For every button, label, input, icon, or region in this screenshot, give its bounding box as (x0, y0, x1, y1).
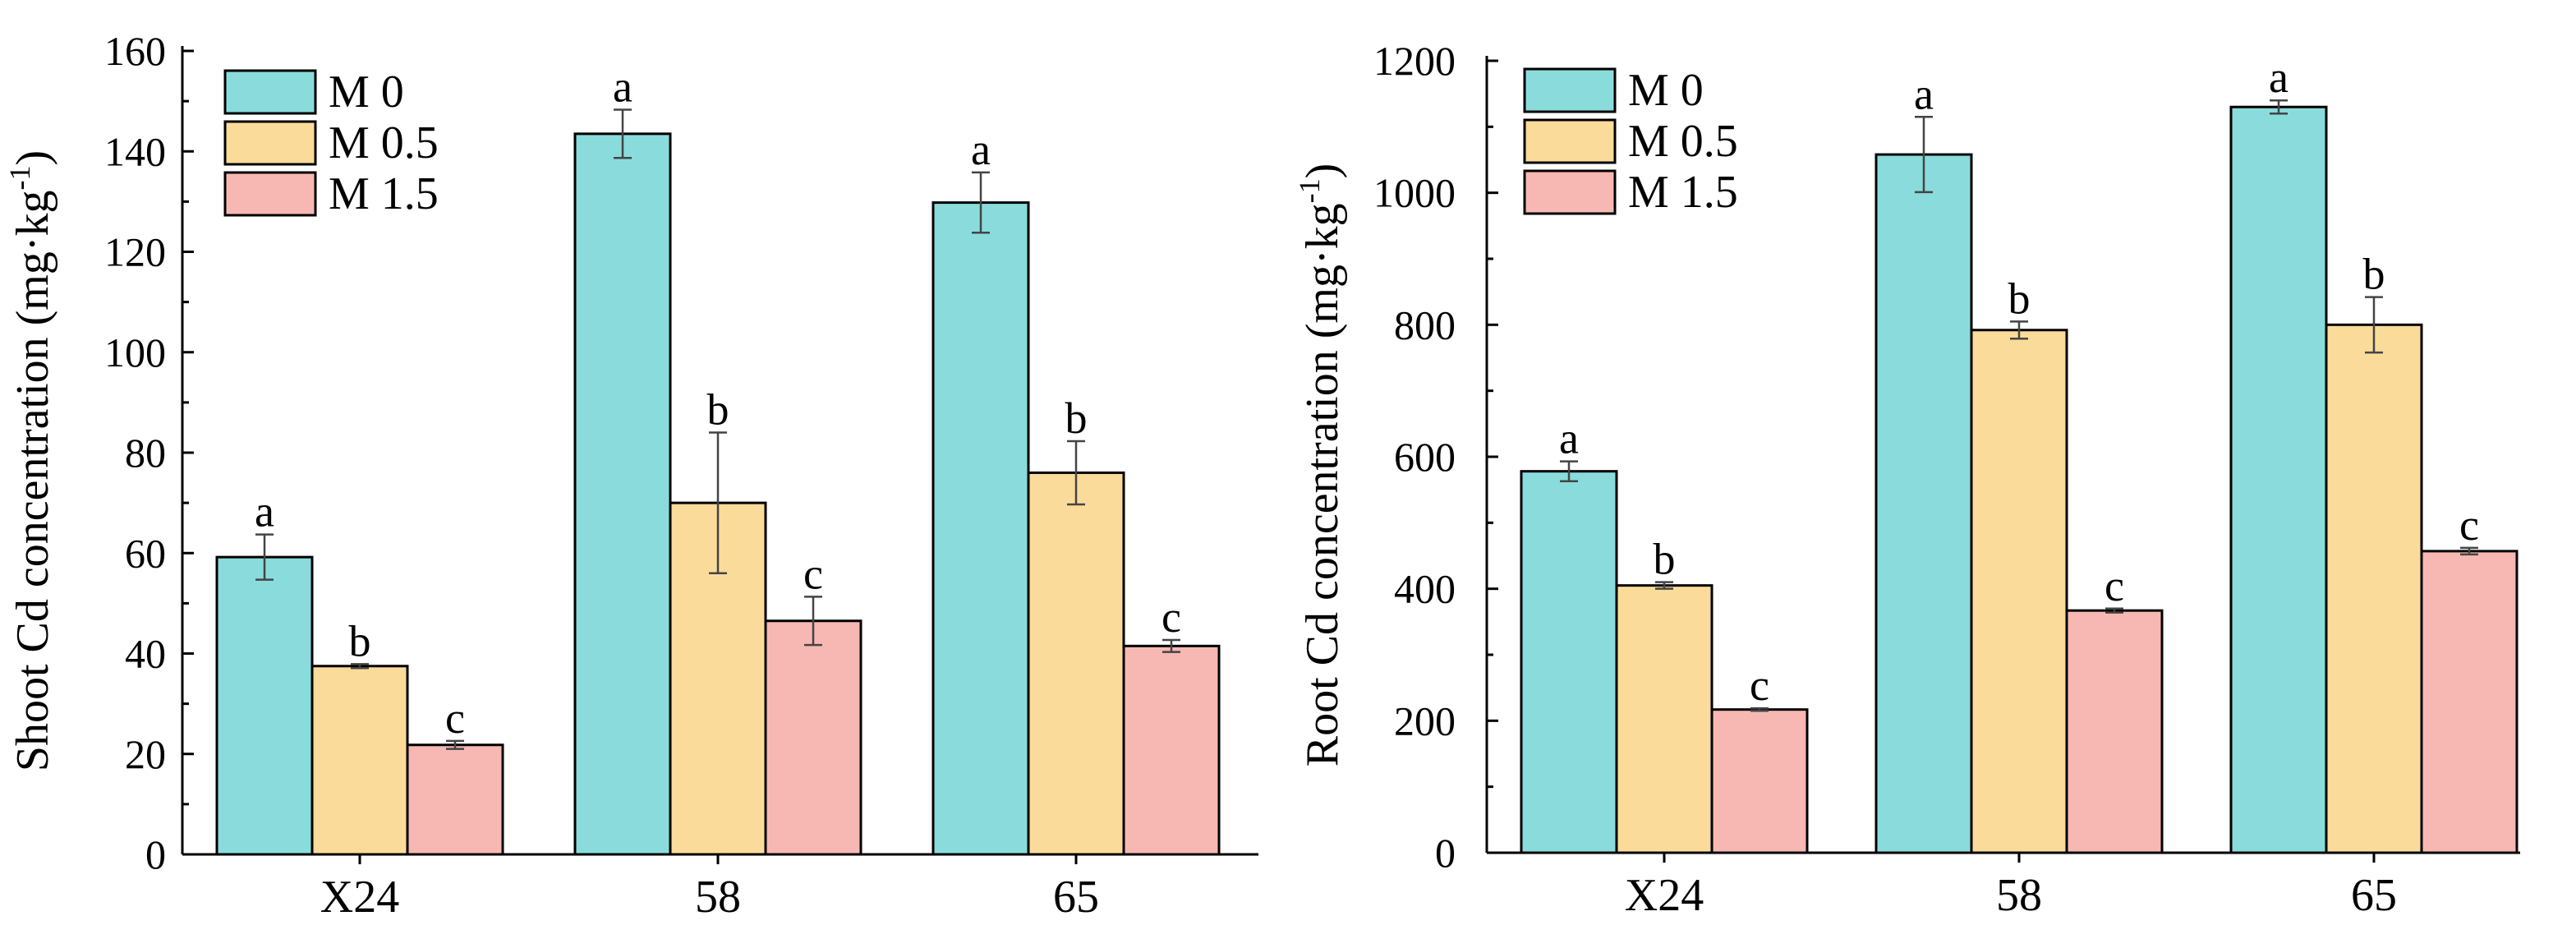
bar (1970, 329, 2068, 854)
significance-letter: a (1559, 414, 1579, 463)
legend-label: M 0 (329, 67, 404, 117)
significance-letter: b (349, 616, 371, 665)
significance-letter: c (803, 549, 823, 598)
y-tick-label: 100 (104, 329, 166, 375)
significance-letter: a (255, 487, 274, 536)
y-axis-label-close: ) (1297, 163, 1348, 179)
significance-letter: b (707, 385, 729, 435)
significance-letter: a (2269, 53, 2288, 102)
y-tick-label: 800 (1394, 301, 1456, 348)
y-axis-label-main: Root Cd concentration (mg·kg (1297, 203, 1348, 766)
significance-letter: a (613, 62, 632, 112)
bar (2420, 550, 2518, 854)
y-axis-label-close: ) (7, 150, 58, 166)
significance-letter: c (445, 693, 465, 743)
y-tick-label: 200 (1394, 697, 1456, 743)
legend-swatch (1523, 118, 1617, 164)
bar (1710, 708, 1809, 854)
significance-letter: c (1162, 592, 1181, 642)
bar (573, 132, 672, 856)
legend-label: M 1.5 (329, 168, 439, 219)
legend-swatch (1523, 67, 1617, 113)
bar (406, 743, 504, 856)
legend-label: M 1.5 (1628, 167, 1738, 218)
y-tick-label: 140 (104, 128, 166, 174)
y-axis-label: Shoot Cd concentration (mg·kg-1) (3, 150, 58, 771)
y-tick-label: 120 (104, 229, 166, 275)
x-tick-label: 65 (1053, 872, 1099, 923)
y-tick-label: 400 (1394, 566, 1456, 612)
bar (932, 201, 1030, 856)
y-axis-label-main: Shoot Cd concentration (mg·kg (7, 191, 58, 772)
legend-swatch (223, 69, 317, 115)
bar (2065, 609, 2164, 854)
bar (2325, 323, 2423, 854)
y-tick-label: 60 (125, 530, 166, 576)
significance-letter: b (1065, 394, 1088, 443)
y-tick-label: 1000 (1373, 170, 1456, 216)
significance-letter: b (1654, 535, 1676, 584)
x-tick-label: X24 (1625, 870, 1704, 921)
significance-letter: b (2363, 250, 2385, 299)
y-tick-label: 160 (104, 28, 166, 74)
bar (1122, 644, 1221, 856)
x-tick-label: X24 (320, 872, 399, 923)
x-tick-label: 58 (695, 872, 741, 923)
significance-letter: c (2459, 500, 2479, 550)
y-tick-label: 1200 (1373, 38, 1456, 84)
legend-swatch (223, 120, 317, 166)
bar (1520, 470, 1618, 854)
bar (1874, 153, 1973, 854)
y-tick-label: 40 (125, 631, 166, 677)
x-tick-label: 65 (2351, 870, 2397, 921)
x-tick-label: 58 (1996, 870, 2042, 921)
legend-swatch (223, 171, 317, 217)
significance-letter: a (971, 125, 991, 174)
y-axis-label: Root Cd concentration (mg·kg-1) (1293, 163, 1348, 767)
bar (1027, 471, 1125, 856)
legend-label: M 0.5 (1628, 116, 1738, 167)
legend-swatch (1523, 169, 1617, 215)
y-axis-label-superscript: -1 (3, 166, 36, 191)
bar (1615, 584, 1714, 854)
significance-letter: b (2008, 274, 2031, 323)
significance-letter: c (1750, 661, 1769, 710)
root-cd-chart: 0 200 400 600 800 1000 1200 Root Cd concentrati… (1293, 38, 2520, 921)
y-tick-label: 80 (125, 430, 166, 476)
bar (215, 555, 314, 856)
bar (764, 619, 862, 856)
bar (2229, 105, 2328, 854)
bar (310, 665, 409, 856)
significance-letter: a (1914, 69, 1934, 118)
y-tick-label: 0 (1435, 830, 1456, 876)
significance-letter: c (2104, 561, 2124, 610)
legend-label: M 0 (1628, 65, 1704, 116)
shoot-cd-chart: 0 20 40 60 80 100 120 140 160 Shoot Cd concentrat… (3, 28, 1258, 923)
y-tick-label: 0 (145, 831, 166, 877)
y-tick-label: 20 (125, 731, 166, 777)
y-tick-label: 600 (1394, 434, 1456, 480)
y-axis-label-superscript: -1 (1293, 178, 1326, 203)
legend-label: M 0.5 (329, 117, 439, 168)
